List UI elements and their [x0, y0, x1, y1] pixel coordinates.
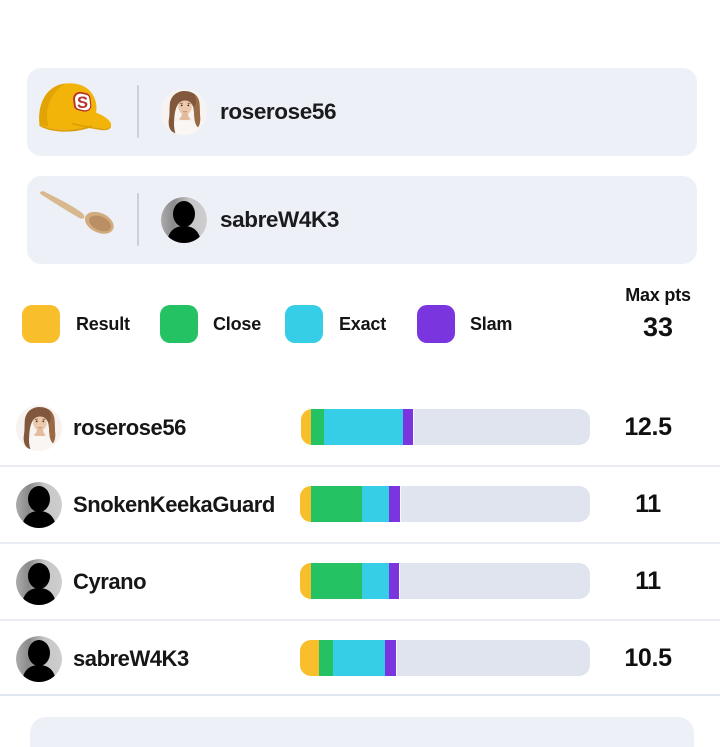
- svg-text:S: S: [77, 94, 88, 112]
